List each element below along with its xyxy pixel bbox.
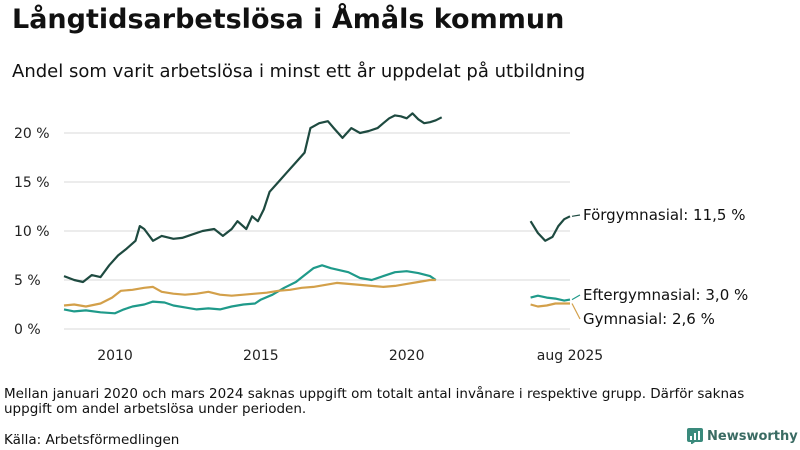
chart-title: Långtidsarbetslösa i Åmåls kommun <box>12 4 565 35</box>
y-tick-label: 5 % <box>14 273 41 289</box>
chart-subtitle: Andel som varit arbetslösa i minst ett å… <box>12 61 586 82</box>
newsworthy-icon <box>687 428 703 444</box>
series-line-gymnasial <box>530 302 570 308</box>
series-line-gymnasial <box>63 278 436 308</box>
series-end-label: Eftergymnasial: 3,0 % <box>583 286 748 304</box>
source-text: Källa: Arbetsförmedlingen <box>4 432 180 448</box>
x-tick-label: 2010 <box>97 348 133 364</box>
y-tick-label: 0 % <box>14 322 41 338</box>
brand-name: Newsworthy <box>707 428 798 444</box>
y-tick-label: 20 % <box>14 126 50 142</box>
series-line-förgymnasial <box>529 215 571 242</box>
brand-logo: Newsworthy <box>687 428 798 444</box>
leader-line <box>571 214 581 217</box>
footnote: Mellan januari 2020 och mars 2024 saknas… <box>4 386 745 417</box>
leader-line <box>571 294 581 301</box>
series-line-eftergymnasial <box>530 294 571 302</box>
x-tick-label: 2015 <box>243 348 279 364</box>
y-tick-label: 15 % <box>14 175 50 191</box>
series-line-eftergymnasial <box>63 264 437 315</box>
series-end-label: Gymnasial: 2,6 % <box>583 310 715 328</box>
x-tick-label: 2020 <box>389 348 425 364</box>
chart: 0 % 5 % 10 % 15 % 20 % 2010 2015 2020 aug 2025 Fö… <box>14 112 748 364</box>
series-line-förgymnasial <box>63 112 443 284</box>
x-tick-label: aug 2025 <box>537 348 603 364</box>
series-end-label: Förgymnasial: 11,5 % <box>583 206 745 224</box>
leader-line <box>571 303 581 320</box>
y-tick-label: 10 % <box>14 224 50 240</box>
